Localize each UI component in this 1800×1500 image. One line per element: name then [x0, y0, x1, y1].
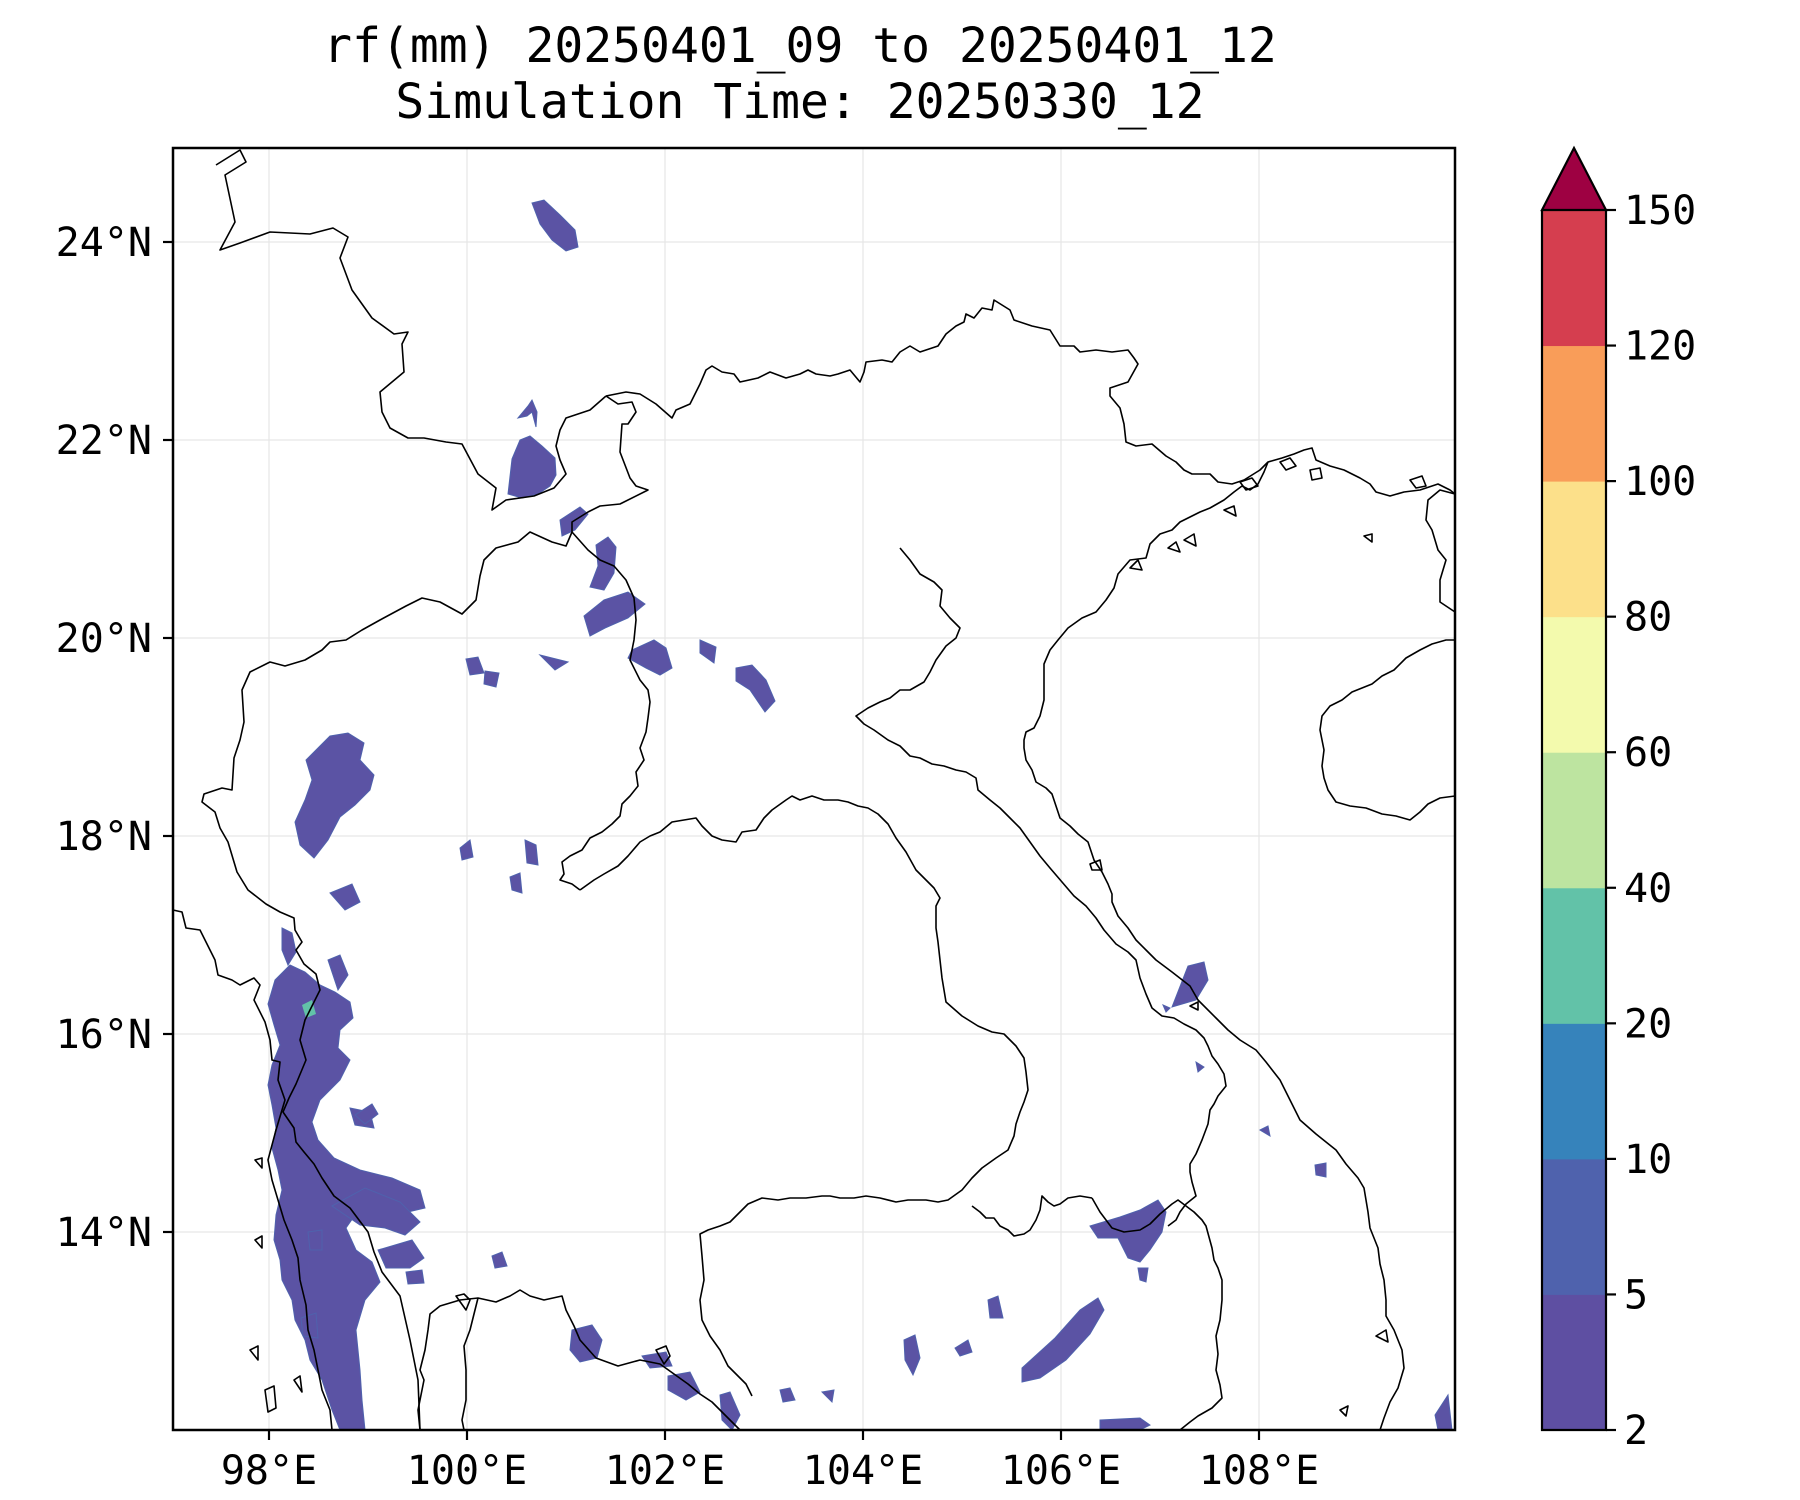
lat-tick-label: 18°N: [56, 814, 152, 860]
colorbar-tick-label: 20: [1624, 1001, 1672, 1047]
colorbar-outline: [1540, 210, 1608, 1432]
colorbar-extend-arrow: [1540, 145, 1608, 212]
colorbar-segment: [1542, 1294, 1606, 1431]
colorbar-tick-label: 2: [1624, 1408, 1648, 1454]
colorbar-segment: [1542, 481, 1606, 618]
colorbar-tick-label: 60: [1624, 730, 1672, 776]
lon-tick-label: 102°E: [605, 1448, 725, 1494]
title-line-1: rf(mm) 20250401_09 to 20250401_12: [323, 18, 1277, 74]
colorbar-segment: [1542, 210, 1606, 347]
lat-tick-label: 16°N: [56, 1012, 152, 1058]
colorbar-segment: [1542, 1158, 1606, 1295]
lon-tick-label: 98°E: [221, 1448, 317, 1494]
longitude-labels: 98°E 100°E 102°E 104°E 106°E 108°E: [221, 1448, 1319, 1494]
colorbar-tick-label: 80: [1624, 595, 1672, 641]
colorbar-tick-label: 150: [1624, 188, 1696, 234]
colorbar-segment: [1542, 1023, 1606, 1160]
lon-tick-label: 104°E: [803, 1448, 923, 1494]
coastlines-borders: [172, 149, 1456, 1431]
colorbar-tick-label: 120: [1624, 324, 1696, 370]
lat-tick-label: 22°N: [56, 418, 152, 464]
colorbar-tick-label: 40: [1624, 866, 1672, 912]
colorbar-tick-label: 100: [1624, 459, 1696, 505]
lon-tick-label: 106°E: [1001, 1448, 1121, 1494]
colorbar-segment: [1542, 345, 1606, 482]
lat-tick-label: 20°N: [56, 616, 152, 662]
colorbar-tick-label: 5: [1624, 1272, 1648, 1318]
colorbar-segments: [1542, 210, 1606, 1431]
colorbar-segment: [1542, 887, 1606, 1024]
lon-tick-label: 100°E: [407, 1448, 527, 1494]
lon-tick-label: 108°E: [1199, 1448, 1319, 1494]
tick-marks: [163, 240, 1261, 1440]
title-line-2: Simulation Time: 20250330_12: [395, 74, 1205, 130]
colorbar-segment: [1542, 752, 1606, 889]
colorbar-tick-label: 10: [1624, 1137, 1672, 1183]
latitude-labels: 24°N 22°N 20°N 18°N 16°N 14°N: [56, 220, 152, 1256]
gridlines: [173, 148, 1455, 1430]
lat-tick-label: 14°N: [56, 1210, 152, 1256]
colorbar: 2 5 10 20 40 60 80 100 120 150: [1540, 145, 1696, 1454]
lat-tick-label: 24°N: [56, 220, 152, 266]
colorbar-segment: [1542, 616, 1606, 753]
colorbar-ticks: 2 5 10 20 40 60 80 100 120 150: [1606, 188, 1696, 1454]
map-frame: [171, 146, 1457, 1432]
map-title: rf(mm) 20250401_09 to 20250401_12 Simula…: [150, 18, 1450, 130]
